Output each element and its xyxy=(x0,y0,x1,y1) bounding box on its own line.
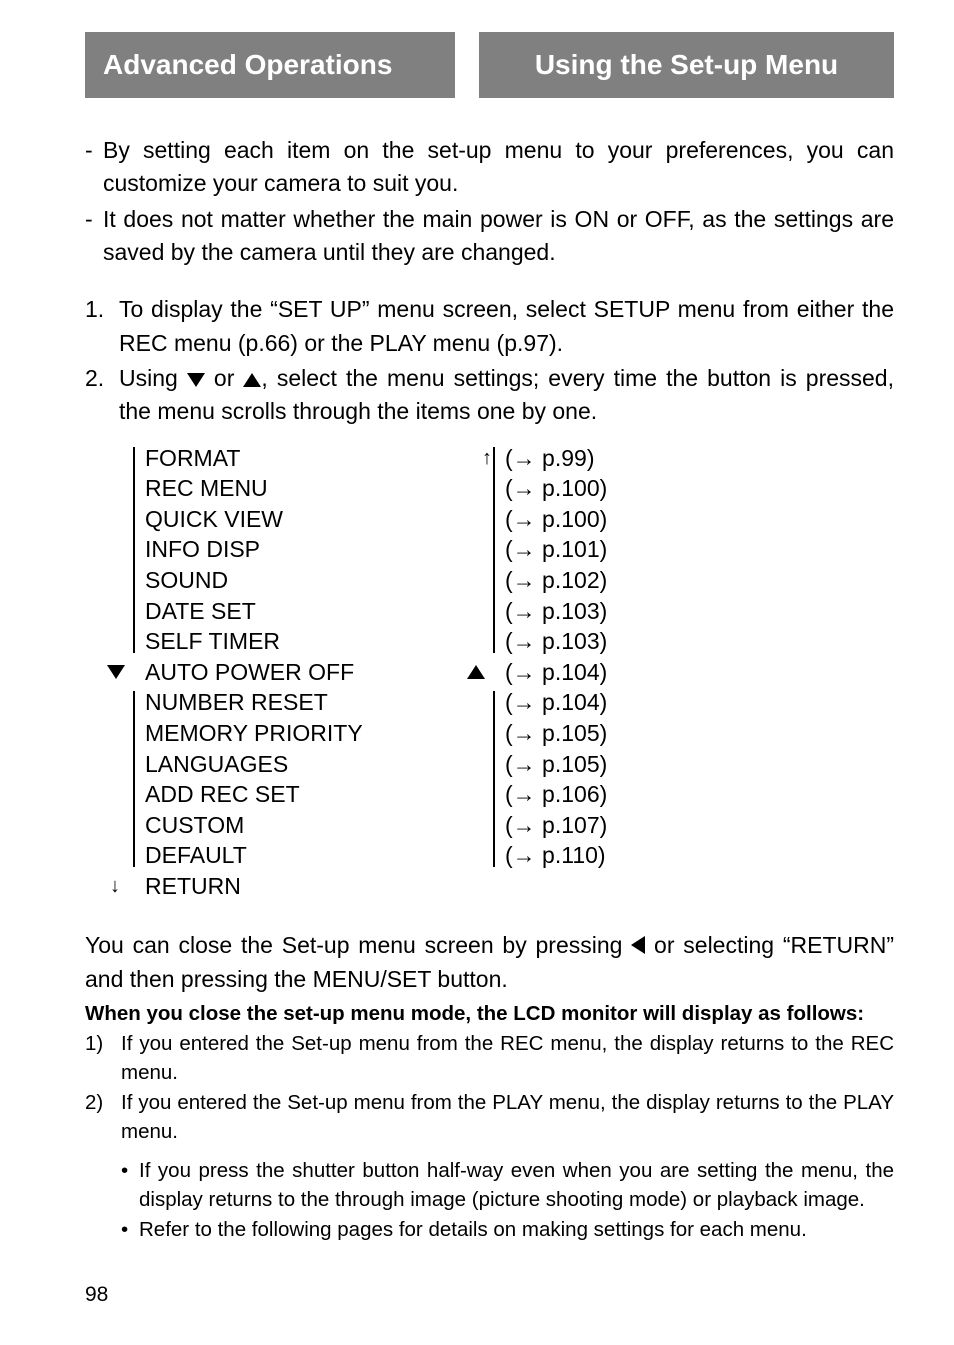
menu-item-name: LANGUAGES xyxy=(145,749,443,780)
menu-item-name: FORMAT xyxy=(145,443,443,474)
header-right-box: Using the Set-up Menu xyxy=(479,32,894,98)
sub-step-number: 1) xyxy=(85,1030,121,1087)
menu-names-list: FORMAT REC MENU QUICK VIEW INFO DISP SOU… xyxy=(133,443,451,902)
dash: - xyxy=(85,203,103,270)
menu-item-name: ADD REC SET xyxy=(145,779,443,810)
menu-mid-row: AUTO POWER OFF xyxy=(133,657,443,688)
menu-pages-group-1: ↑ (→ p.99) (→ p.100) (→ p.100) (→ p.101)… xyxy=(493,443,607,657)
menu-last-row: ↓ RETURN xyxy=(133,871,443,902)
intro-list: - By setting each item on the set-up men… xyxy=(85,134,894,269)
arrow-up-icon: ↑ xyxy=(482,445,492,472)
menu-item-page: (→ p.103) xyxy=(505,626,607,657)
menu-last-page-row xyxy=(493,871,607,902)
menu-item-name: SELF TIMER xyxy=(145,626,443,657)
menu-pages-list: ↑ (→ p.99) (→ p.100) (→ p.100) (→ p.101)… xyxy=(493,443,607,902)
menu-mid-page-row: (→ p.104) xyxy=(493,657,607,688)
page: Advanced Operations Using the Set-up Men… xyxy=(0,0,954,1345)
menu-page-row: ↑ (→ p.99) xyxy=(505,443,607,474)
bullet-text: Refer to the following pages for details… xyxy=(139,1216,894,1245)
closing-pre: You can close the Set-up menu screen by … xyxy=(85,932,631,958)
sub-step-text: If you entered the Set-up menu from the … xyxy=(121,1089,894,1146)
menu-name-column: FORMAT REC MENU QUICK VIEW INFO DISP SOU… xyxy=(133,443,493,902)
menu-item-name: SOUND xyxy=(145,565,443,596)
menu-page-column: ↑ (→ p.99) (→ p.100) (→ p.100) (→ p.101)… xyxy=(493,443,607,902)
numbered-steps: 1. To display the “SET UP” menu screen, … xyxy=(85,293,894,428)
menu-item-page: (→ p.100) xyxy=(505,504,607,535)
step-item: 2. Using or , select the menu settings; … xyxy=(85,362,894,429)
menu-item-name: NUMBER RESET xyxy=(145,687,443,718)
bullet-icon: • xyxy=(121,1216,139,1245)
step-number: 2. xyxy=(85,362,119,429)
closing-paragraph: You can close the Set-up menu screen by … xyxy=(85,929,894,996)
page-header: Advanced Operations Using the Set-up Men… xyxy=(85,32,894,98)
bullet-item: • Refer to the following pages for detai… xyxy=(121,1216,894,1245)
bold-instruction: When you close the set-up menu mode, the… xyxy=(85,1002,894,1026)
menu-item-page: (→ p.99) xyxy=(505,445,594,471)
menu-item-page: (→ p.101) xyxy=(505,534,607,565)
sub-step-number: 2) xyxy=(85,1089,121,1146)
triangle-up-icon xyxy=(467,665,485,679)
dash: - xyxy=(85,134,103,201)
sub-step-item: 2) If you entered the Set-up menu from t… xyxy=(85,1089,894,1146)
header-right-text: Using the Set-up Menu xyxy=(535,49,838,81)
bullet-item: • If you press the shutter button half-w… xyxy=(121,1157,894,1214)
bullet-text: If you press the shutter button half-way… xyxy=(139,1157,894,1214)
arrow-down-icon: ↓ xyxy=(110,873,120,900)
menu-item-name: MEMORY PRIORITY xyxy=(145,718,443,749)
menu-item-page: (→ p.104) xyxy=(505,659,607,685)
menu-item-name: CUSTOM xyxy=(145,810,443,841)
menu-item-page: (→ p.110) xyxy=(505,840,607,871)
intro-text-1: By setting each item on the set-up menu … xyxy=(103,134,894,201)
menu-item-name: AUTO POWER OFF xyxy=(145,659,354,685)
menu-item-name: DEFAULT xyxy=(145,840,443,871)
menu-item-name: QUICK VIEW xyxy=(145,504,443,535)
bullet-icon: • xyxy=(121,1157,139,1214)
menu-item-page: (→ p.107) xyxy=(505,810,607,841)
menu-item-page: (→ p.105) xyxy=(505,749,607,780)
triangle-up-icon xyxy=(243,373,261,387)
menu-item-page: (→ p.100) xyxy=(505,473,607,504)
header-left-text: Advanced Operations xyxy=(103,49,392,81)
menu-item-page: (→ p.102) xyxy=(505,565,607,596)
menu-item-name: RETURN xyxy=(145,873,241,899)
step2-pre: Using xyxy=(119,365,187,391)
sub-step-text: If you entered the Set-up menu from the … xyxy=(121,1030,894,1087)
menu-item-name: REC MENU xyxy=(145,473,443,504)
menu-item-page: (→ p.105) xyxy=(505,718,607,749)
step2-mid: or xyxy=(205,365,244,391)
step-item: 1. To display the “SET UP” menu screen, … xyxy=(85,293,894,360)
triangle-down-icon xyxy=(107,665,125,679)
menu-group-1: FORMAT REC MENU QUICK VIEW INFO DISP SOU… xyxy=(133,443,443,657)
step-text: Using or , select the menu settings; eve… xyxy=(119,362,894,429)
sub-numbered-list: 1) If you entered the Set-up menu from t… xyxy=(85,1030,894,1147)
intro-text-2: It does not matter whether the main powe… xyxy=(103,203,894,270)
intro-item: - It does not matter whether the main po… xyxy=(85,203,894,270)
intro-item: - By setting each item on the set-up men… xyxy=(85,134,894,201)
header-left-box: Advanced Operations xyxy=(85,32,455,98)
sub-step-item: 1) If you entered the Set-up menu from t… xyxy=(85,1030,894,1087)
setup-menu-block: FORMAT REC MENU QUICK VIEW INFO DISP SOU… xyxy=(85,443,894,902)
step-text: To display the “SET UP” menu screen, sel… xyxy=(119,293,894,360)
bullet-list: • If you press the shutter button half-w… xyxy=(85,1157,894,1245)
triangle-down-icon xyxy=(187,373,205,387)
menu-item-page: (→ p.104) xyxy=(505,687,607,718)
menu-pages-group-2: (→ p.104) (→ p.105) (→ p.105) (→ p.106) … xyxy=(493,687,607,870)
menu-item-page: (→ p.103) xyxy=(505,596,607,627)
menu-group-2: NUMBER RESET MEMORY PRIORITY LANGUAGES A… xyxy=(133,687,443,870)
menu-item-name: DATE SET xyxy=(145,596,443,627)
menu-item-page: (→ p.106) xyxy=(505,779,607,810)
page-number: 98 xyxy=(85,1283,108,1307)
triangle-left-icon xyxy=(631,936,645,954)
menu-item-name: INFO DISP xyxy=(145,534,443,565)
step-number: 1. xyxy=(85,293,119,360)
